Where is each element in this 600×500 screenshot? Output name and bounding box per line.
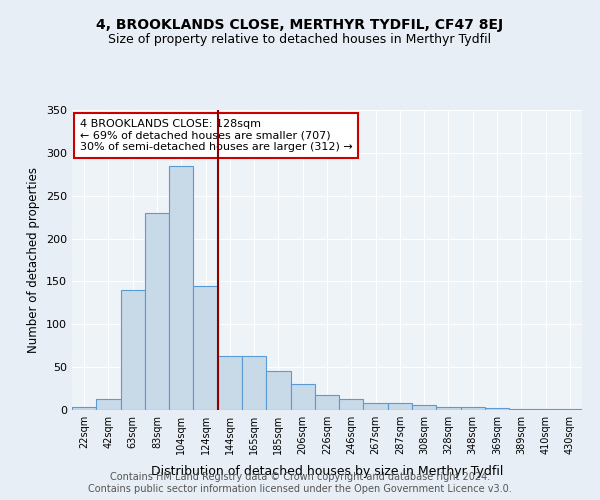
- Bar: [461, 408, 485, 410]
- Bar: [169, 166, 193, 410]
- Text: Contains HM Land Registry data © Crown copyright and database right 2024.
Contai: Contains HM Land Registry data © Crown c…: [88, 472, 512, 494]
- Bar: [315, 394, 339, 410]
- Bar: [145, 213, 169, 410]
- Bar: [436, 406, 461, 410]
- X-axis label: Distribution of detached houses by size in Merthyr Tydfil: Distribution of detached houses by size …: [151, 466, 503, 478]
- Bar: [364, 403, 388, 410]
- Bar: [72, 408, 96, 410]
- Bar: [242, 356, 266, 410]
- Text: Size of property relative to detached houses in Merthyr Tydfil: Size of property relative to detached ho…: [109, 32, 491, 46]
- Y-axis label: Number of detached properties: Number of detached properties: [28, 167, 40, 353]
- Text: 4 BROOKLANDS CLOSE: 128sqm
← 69% of detached houses are smaller (707)
30% of sem: 4 BROOKLANDS CLOSE: 128sqm ← 69% of deta…: [80, 119, 352, 152]
- Bar: [96, 399, 121, 410]
- Bar: [388, 403, 412, 410]
- Bar: [533, 409, 558, 410]
- Bar: [509, 409, 533, 410]
- Text: 4, BROOKLANDS CLOSE, MERTHYR TYDFIL, CF47 8EJ: 4, BROOKLANDS CLOSE, MERTHYR TYDFIL, CF4…: [97, 18, 503, 32]
- Bar: [339, 399, 364, 410]
- Bar: [558, 409, 582, 410]
- Bar: [266, 370, 290, 410]
- Bar: [412, 405, 436, 410]
- Bar: [193, 286, 218, 410]
- Bar: [218, 356, 242, 410]
- Bar: [485, 408, 509, 410]
- Bar: [290, 384, 315, 410]
- Bar: [121, 290, 145, 410]
